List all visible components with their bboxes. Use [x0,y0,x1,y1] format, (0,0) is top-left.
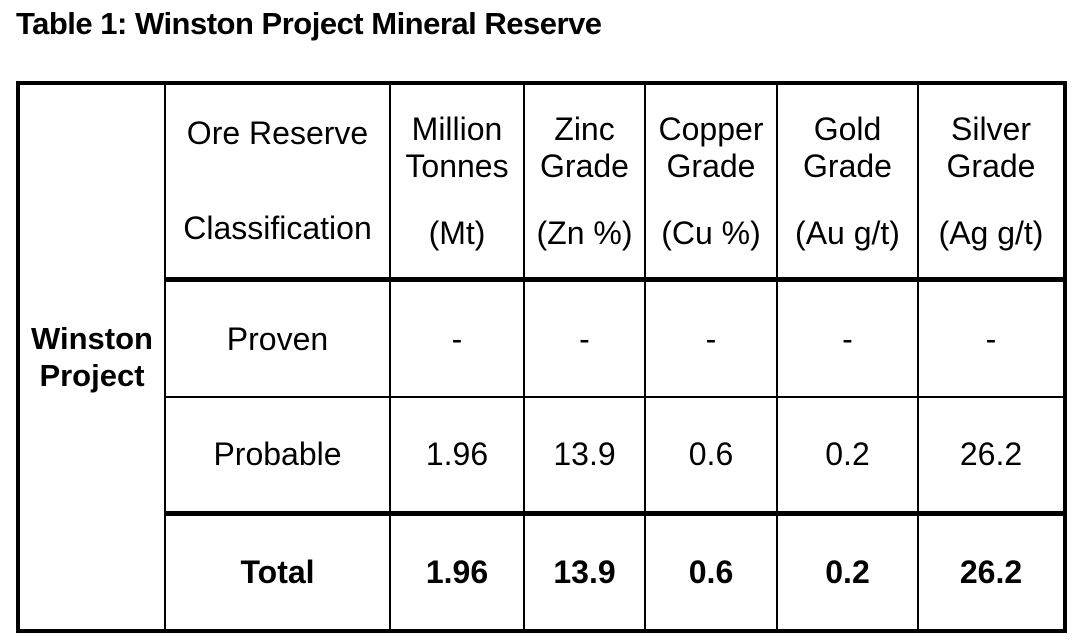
cell-copper: 0.6 [644,395,778,516]
table-row-probable: Probable 1.96 13.9 0.6 0.2 26.2 [18,395,1066,516]
project-name-line1: Winston [31,320,153,356]
column-header-title: Gold Grade [803,110,892,184]
cell-gold: 0.2 [776,395,919,516]
project-name-line2: Project [39,358,145,393]
table-row-proven: Proven - - - - - [18,278,1066,398]
row-label: Total [164,512,391,632]
column-header-copper: Copper Grade (Cu %) [644,82,778,283]
cell-silver: 26.2 [917,512,1066,632]
page-title: Table 1: Winston Project Mineral Reserve [16,6,602,41]
column-header-unit: (Au g/t) [795,214,900,251]
column-header-classification: Ore Reserve Classification [164,82,391,283]
column-header-zinc: Zinc Grade (Zn %) [523,82,646,283]
cell-zinc: - [523,278,646,398]
column-header-title: Silver Grade [946,110,1036,184]
column-header-gold: Gold Grade (Au g/t) [776,82,919,283]
column-header-unit: (Ag g/t) [938,214,1044,251]
cell-silver: 26.2 [917,395,1066,516]
column-header-unit: (Zn %) [536,214,633,251]
cell-zinc: 13.9 [523,512,646,632]
column-header-title: Zinc Grade [540,110,629,184]
cell-silver: - [917,278,1066,398]
cell-gold: - [776,278,919,398]
column-header-unit: (Cu %) [661,214,761,251]
row-label: Probable [164,395,391,516]
column-header-title: Copper Grade [658,110,764,184]
column-header-tonnes: Million Tonnes (Mt) [389,82,525,283]
table-row-total: Total 1.96 13.9 0.6 0.2 26.2 [18,512,1066,632]
cell-zinc: 13.9 [523,395,646,516]
cell-gold: 0.2 [776,512,919,632]
cell-tonnes: 1.96 [389,512,525,632]
cell-tonnes: 1.96 [389,395,525,516]
mineral-reserve-table: Winston Project Ore Reserve Classificati… [16,81,1067,633]
table-header-row: Winston Project Ore Reserve Classificati… [17,82,1066,632]
column-header-title: Million Tonnes [405,110,509,184]
cell-copper: - [644,278,778,398]
column-header-unit: (Mt) [428,214,486,251]
cell-tonnes: - [389,278,525,398]
project-name-cell: Winston Project [17,82,166,632]
cell-copper: 0.6 [644,512,778,632]
column-header-silver: Silver Grade (Ag g/t) [917,82,1066,283]
column-header-unit: Classification [183,210,372,247]
row-label: Proven [164,278,391,398]
column-header-title: Ore Reserve [186,115,369,152]
